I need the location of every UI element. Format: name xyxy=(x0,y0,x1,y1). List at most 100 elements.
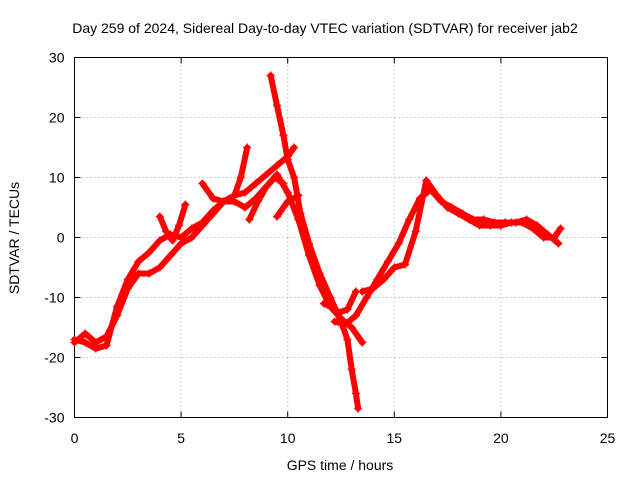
point-track-e-4 xyxy=(400,260,409,269)
point-track-a-26 xyxy=(347,323,356,332)
point-track-d-1 xyxy=(341,320,350,329)
point-track-c-7 xyxy=(315,269,324,278)
point-track-a-7 xyxy=(145,269,154,278)
series-layer xyxy=(70,71,565,413)
point-track-j-0 xyxy=(319,299,328,308)
point-track-d-6 xyxy=(394,239,403,248)
point-track-f-0 xyxy=(155,212,164,221)
point-track-b-17 xyxy=(251,179,260,188)
series-track-j xyxy=(319,287,360,317)
point-track-d-2 xyxy=(351,311,360,320)
point-track-a-16 xyxy=(241,203,250,212)
point-track-c-0 xyxy=(266,71,275,80)
point-track-c-1 xyxy=(273,101,282,110)
point-track-g-4 xyxy=(236,173,245,182)
point-track-b-11 xyxy=(187,224,196,233)
point-track-b-19 xyxy=(273,161,282,170)
point-track-d-7 xyxy=(405,215,414,224)
point-track-e-2 xyxy=(379,275,388,284)
point-track-f-4 xyxy=(181,200,190,209)
point-track-e-9 xyxy=(454,209,463,218)
point-track-e-11 xyxy=(475,221,484,230)
point-track-c-2 xyxy=(279,131,288,140)
point-track-c-5 xyxy=(296,209,305,218)
point-track-g-5 xyxy=(243,143,252,152)
point-track-g-0 xyxy=(198,179,207,188)
ticks xyxy=(74,57,608,418)
point-track-h-3 xyxy=(270,173,279,182)
point-track-h-1 xyxy=(253,197,262,206)
point-track-h-4 xyxy=(279,179,288,188)
y-tick-label-3: 0 xyxy=(57,230,65,246)
point-track-d-14 xyxy=(479,215,488,224)
series-line-track-g xyxy=(199,144,251,205)
point-track-e-19 xyxy=(556,224,565,233)
point-track-b-3 xyxy=(102,341,111,350)
point-track-c-13 xyxy=(354,404,363,413)
y-tick-label-5: 20 xyxy=(49,110,65,126)
point-track-i-1 xyxy=(283,197,292,206)
point-track-e-16 xyxy=(528,224,537,233)
y-tick-label-2: -10 xyxy=(44,290,64,306)
point-track-j-3 xyxy=(343,305,352,314)
point-track-a-6 xyxy=(134,269,143,278)
point-track-b-7 xyxy=(145,248,154,257)
x-tick-label-5: 25 xyxy=(600,430,616,446)
point-track-c-6 xyxy=(305,239,314,248)
series-track-h xyxy=(245,173,288,224)
point-track-d-5 xyxy=(383,257,392,266)
series-track-b xyxy=(70,143,299,353)
point-track-b-0 xyxy=(70,335,79,344)
x-tick-label-3: 15 xyxy=(387,430,403,446)
x-tick-label-4: 20 xyxy=(493,430,509,446)
chart-title: Day 259 of 2024, Sidereal Day-to-day VTE… xyxy=(72,20,578,36)
point-track-i-2 xyxy=(294,191,303,200)
point-track-c-12 xyxy=(351,389,360,398)
point-track-b-21 xyxy=(290,143,299,152)
point-track-g-3 xyxy=(230,191,239,200)
point-track-e-17 xyxy=(539,233,548,242)
point-track-e-3 xyxy=(390,263,399,272)
point-track-b-16 xyxy=(241,188,250,197)
y-tick-label-0: -30 xyxy=(44,410,64,426)
point-track-e-8 xyxy=(443,203,452,212)
point-track-j-2 xyxy=(334,308,343,317)
point-track-c-10 xyxy=(343,335,352,344)
point-track-a-1 xyxy=(81,329,90,338)
tick-labels: 0 5 10 15 20 25 -30 -20 -10 0 10 20 30 xyxy=(44,50,615,447)
point-track-c-3 xyxy=(283,155,292,164)
point-track-e-13 xyxy=(496,221,505,230)
y-tick-label-6: 30 xyxy=(49,50,65,66)
point-track-b-12 xyxy=(198,218,207,227)
point-track-b-8 xyxy=(155,236,164,245)
point-track-j-4 xyxy=(351,287,360,296)
point-track-j-1 xyxy=(326,302,335,311)
point-track-c-4 xyxy=(290,173,299,182)
y-tick-label-4: 10 xyxy=(49,170,65,186)
series-track-e xyxy=(358,176,565,296)
point-track-b-10 xyxy=(177,233,186,242)
point-track-a-9 xyxy=(166,251,175,260)
point-track-b-13 xyxy=(209,206,218,215)
point-track-e-18 xyxy=(550,233,559,242)
point-track-d-19 xyxy=(533,221,542,230)
point-track-e-6 xyxy=(422,176,431,185)
y-axis-label: SDTVAR / TECUs xyxy=(6,182,22,294)
point-track-d-21 xyxy=(554,239,563,248)
point-track-a-11 xyxy=(187,233,196,242)
series-track-f xyxy=(155,200,190,245)
point-track-h-0 xyxy=(245,215,254,224)
point-track-f-1 xyxy=(162,227,171,236)
series-track-i xyxy=(273,191,303,221)
point-track-b-5 xyxy=(123,275,132,284)
x-tick-label-0: 0 xyxy=(71,430,79,446)
point-track-e-1 xyxy=(368,284,377,293)
point-track-d-3 xyxy=(362,293,371,302)
x-tick-label-1: 5 xyxy=(177,430,185,446)
point-track-g-2 xyxy=(219,197,228,206)
point-track-f-3 xyxy=(174,221,183,230)
series-line-track-b xyxy=(71,144,298,352)
point-track-b-6 xyxy=(134,257,143,266)
